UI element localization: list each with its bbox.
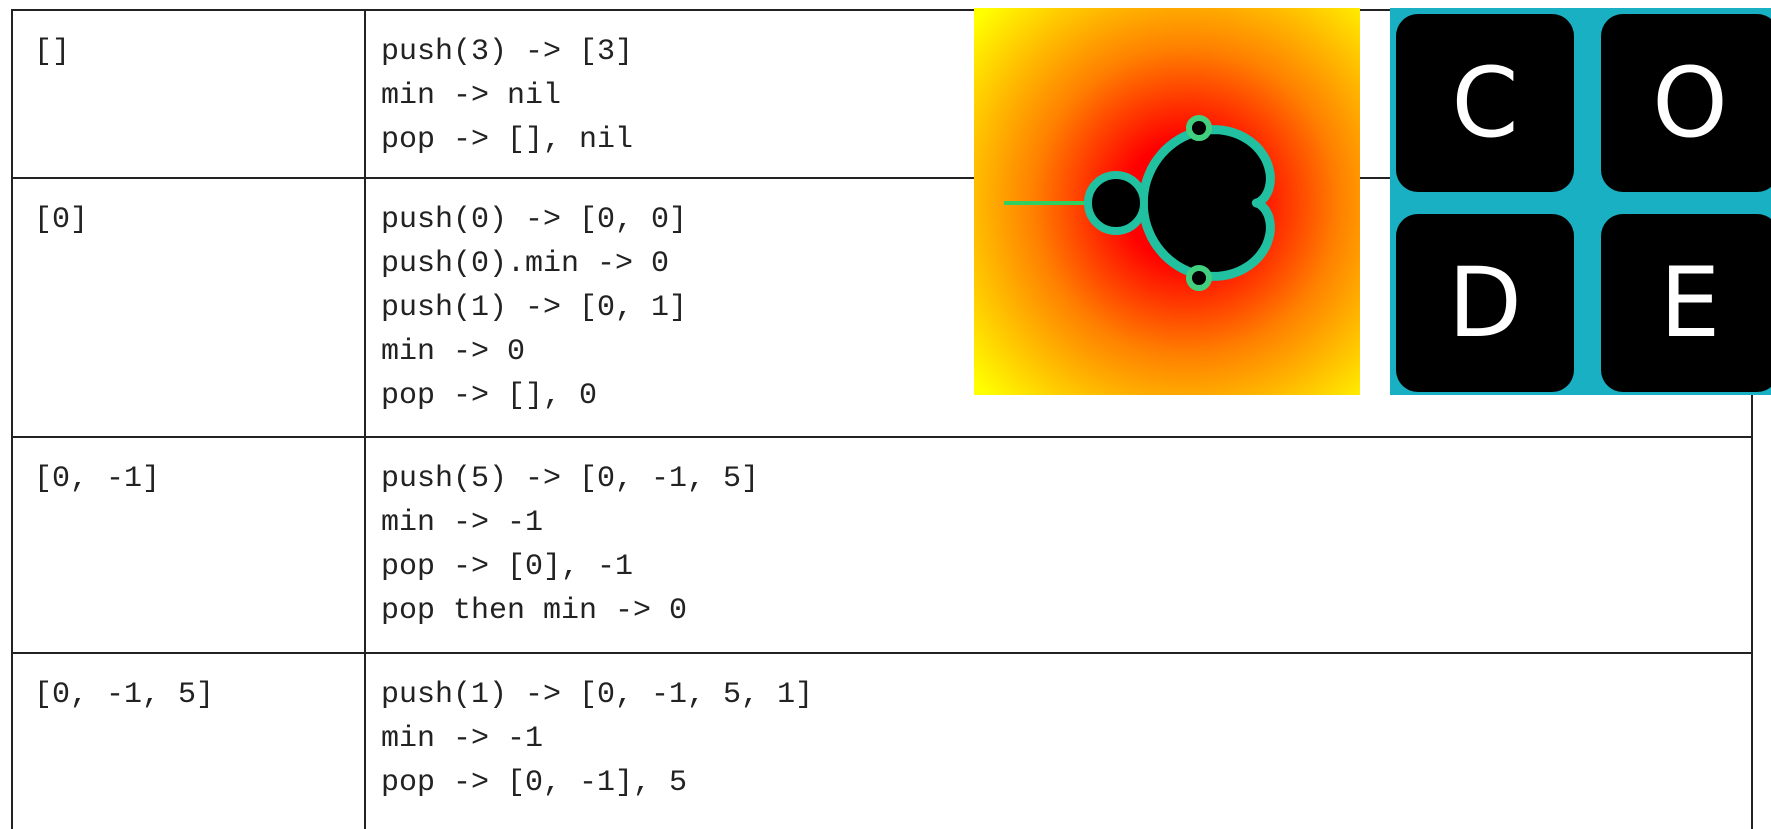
state-cell: [0, -1] <box>34 457 160 501</box>
logo-letter: D <box>1448 247 1522 359</box>
logo-letter: C <box>1451 47 1518 159</box>
operation-line: min -> -1 <box>381 717 543 761</box>
operation-line: min -> 0 <box>381 330 525 374</box>
operation-line: push(5) -> [0, -1, 5] <box>381 457 759 501</box>
page: [] push(3) -> [3]min -> nilpop -> [], nil… <box>0 0 1771 818</box>
operation-line: pop -> [0, -1], 5 <box>381 761 687 805</box>
logo-letter: O <box>1652 47 1728 159</box>
operation-line: pop then min -> 0 <box>381 589 687 633</box>
operation-line: push(0) -> [0, 0] <box>381 198 687 242</box>
row-border <box>11 652 1751 654</box>
state-cell: [0, -1, 5] <box>34 673 214 717</box>
operation-line: push(1) -> [0, -1, 5, 1] <box>381 673 813 717</box>
operation-line: pop -> [], 0 <box>381 374 597 418</box>
operation-line: min -> nil <box>381 74 561 118</box>
logo-letter: E <box>1660 247 1721 359</box>
operation-line: push(0).min -> 0 <box>381 242 669 286</box>
operation-line: push(3) -> [3] <box>381 30 633 74</box>
operation-line: push(1) -> [0, 1] <box>381 286 687 330</box>
state-cell: [0] <box>34 198 88 242</box>
column-border <box>364 9 366 829</box>
state-cell: [] <box>34 30 70 74</box>
operation-line: min -> -1 <box>381 501 543 545</box>
table-border <box>11 9 13 829</box>
operation-line: pop -> [0], -1 <box>381 545 633 589</box>
mandelbrot-image <box>974 8 1360 395</box>
operation-line: pop -> [], nil <box>381 118 633 162</box>
code-logo: C O D E <box>1390 8 1771 395</box>
row-border <box>11 436 1751 438</box>
